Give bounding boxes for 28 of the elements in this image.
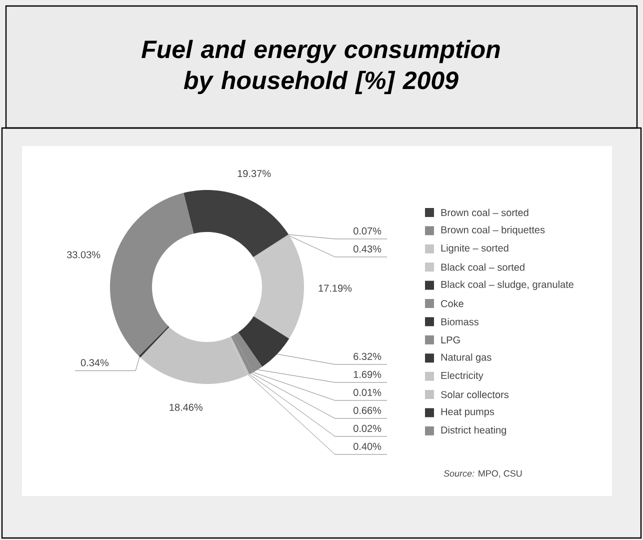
data-label: 0.07% — [354, 227, 382, 234]
legend-label: Heat pumps — [441, 408, 494, 418]
data-label: 0.01% — [354, 388, 382, 396]
text: Source: MPO, CSU — [444, 470, 522, 478]
data-label: 6.32% — [354, 352, 382, 360]
data-label: 18.46% — [170, 404, 203, 411]
legend-label: Natural gas — [441, 353, 492, 363]
legend-label: Brown coal – briquettes — [441, 226, 545, 236]
legend-label: LPG — [441, 336, 460, 344]
legend-label: Solar collectors — [440, 390, 509, 398]
data-label: 33.03% — [66, 251, 100, 258]
chart-title: Fuel and energy consumption by household [%] 2009 — [142, 40, 500, 94]
data-label: 1.69% — [354, 370, 382, 378]
legend-label: District heating — [441, 426, 506, 436]
data-label: 0.66% — [354, 406, 382, 414]
legend-label: Lignite – sorted — [441, 244, 508, 254]
data-label: 0.02% — [354, 424, 382, 432]
data-label: 0.43% — [354, 245, 382, 252]
legend-label: Electricity — [441, 372, 484, 381]
data-label: 0.40% — [354, 442, 382, 450]
legend-label: Black coal – sorted — [441, 263, 524, 271]
data-label: 17.19% — [318, 284, 352, 292]
legend-label: Biomass — [441, 318, 479, 326]
legend-label: Black coal – sludge, granulate — [441, 280, 574, 290]
legend-label: Brown coal – sorted — [441, 208, 528, 216]
data-label: 0.34% — [80, 359, 109, 366]
legend-label: Coke — [441, 300, 464, 308]
data-label: 19.37% — [238, 170, 271, 178]
